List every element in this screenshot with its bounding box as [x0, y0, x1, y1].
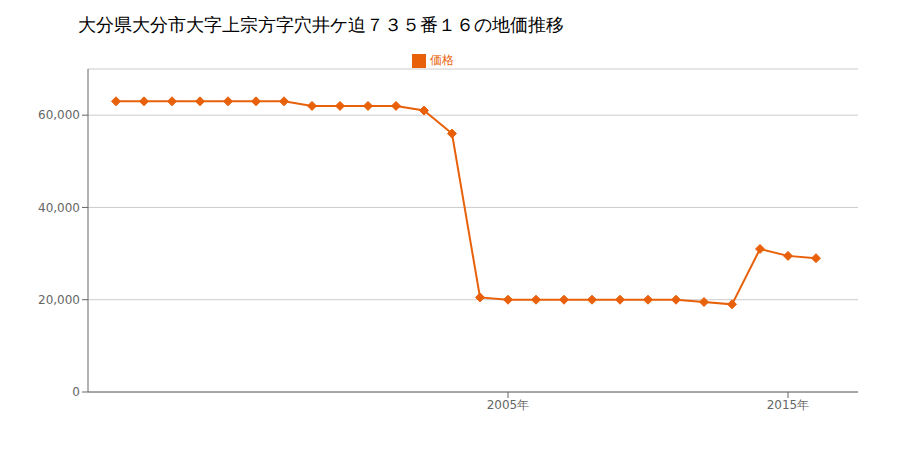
svg-text:20,000: 20,000: [38, 293, 80, 307]
html-text:価格: 価格: [430, 53, 454, 67]
svg-text:0: 0: [72, 385, 80, 399]
svg-text:2005年: 2005年: [487, 398, 530, 412]
svg-text:60,000: 60,000: [38, 108, 80, 122]
svg-text:2015年: 2015年: [767, 398, 810, 412]
html-text:大分県大分市大字上宗方字穴井ケ迫７３５番１６の地価推移: 大分県大分市大字上宗方字穴井ケ迫７３５番１６の地価推移: [78, 14, 564, 35]
svg-text:40,000: 40,000: [38, 201, 80, 215]
